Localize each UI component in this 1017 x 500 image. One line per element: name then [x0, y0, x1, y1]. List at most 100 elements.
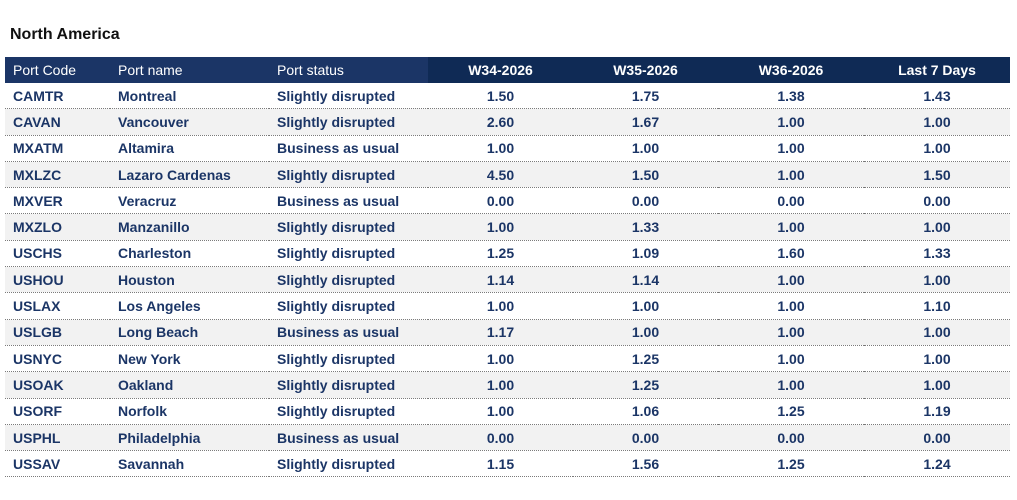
port-status-cell: Slightly disrupted [269, 161, 428, 189]
port-status-cell: Business as usual [269, 187, 428, 215]
w34-value-cell: 2.60 [428, 108, 573, 136]
port-name-cell: Charleston [110, 240, 269, 268]
w35-value-cell: 1.33 [573, 213, 718, 241]
column-header-last-7-days[interactable]: Last 7 Days [864, 57, 1010, 83]
w35-value-cell: 1.25 [573, 371, 718, 399]
w35-value-cell: 1.56 [573, 450, 718, 478]
table-row: USOAK Oakland Slightly disrupted 1.00 1.25 1.… [5, 371, 1010, 399]
w36-value-cell: 1.00 [718, 213, 864, 241]
port-name-cell: Los Angeles [110, 292, 269, 320]
port-name-cell: Lazaro Cardenas [110, 161, 269, 189]
last-7-days-value-cell: 1.24 [864, 450, 1010, 478]
column-header-w36[interactable]: W36-2026 [718, 57, 864, 83]
w35-value-cell: 1.50 [573, 161, 718, 189]
w36-value-cell: 1.00 [718, 108, 864, 136]
port-name-cell: New York [110, 345, 269, 373]
w35-value-cell: 1.00 [573, 135, 718, 162]
w35-value-cell: 0.00 [573, 424, 718, 452]
port-code-cell: USLGB [5, 319, 110, 346]
w35-value-cell: 1.75 [573, 83, 718, 110]
table-row: CAMTR Montreal Slightly disrupted 1.50 1.75 1… [5, 83, 1010, 110]
table-row: MXATM Altamira Business as usual 1.00 1.00 1.… [5, 135, 1010, 162]
w34-value-cell: 1.00 [428, 292, 573, 320]
port-status-cell: Slightly disrupted [269, 345, 428, 373]
last-7-days-value-cell: 1.00 [864, 135, 1010, 162]
port-status-cell: Slightly disrupted [269, 108, 428, 136]
w35-value-cell: 1.06 [573, 398, 718, 425]
w34-value-cell: 1.17 [428, 319, 573, 346]
w36-value-cell: 0.00 [718, 187, 864, 215]
w36-value-cell: 1.00 [718, 319, 864, 346]
column-header-w34[interactable]: W34-2026 [428, 57, 573, 83]
last-7-days-value-cell: 1.33 [864, 240, 1010, 268]
port-status-cell: Slightly disrupted [269, 292, 428, 320]
table-header: Port Code Port name Port status W34-2026… [5, 57, 1010, 83]
table-row: MXLZC Lazaro Cardenas Slightly disrupted 4.… [5, 161, 1010, 189]
table-row: MXVER Veracruz Business as usual 0.00 0.00 0.… [5, 187, 1010, 215]
last-7-days-value-cell: 0.00 [864, 424, 1010, 452]
last-7-days-value-cell: 1.00 [864, 108, 1010, 136]
table-row: USLAX Los Angeles Slightly disrupted 1.00 1.… [5, 292, 1010, 320]
w36-value-cell: 1.00 [718, 161, 864, 189]
port-code-cell: CAVAN [5, 108, 110, 136]
port-code-cell: MXATM [5, 135, 110, 162]
port-code-cell: USLAX [5, 292, 110, 320]
table-row: MXZLO Manzanillo Slightly disrupted 1.00 1.3… [5, 213, 1010, 241]
last-7-days-value-cell: 1.00 [864, 345, 1010, 373]
last-7-days-value-cell: 1.43 [864, 83, 1010, 110]
port-name-cell: Manzanillo [110, 213, 269, 241]
column-header-port-code[interactable]: Port Code [5, 57, 110, 83]
port-code-cell: MXZLO [5, 213, 110, 241]
port-code-cell: USCHS [5, 240, 110, 268]
w35-value-cell: 1.00 [573, 292, 718, 320]
port-status-cell: Slightly disrupted [269, 240, 428, 268]
last-7-days-value-cell: 1.00 [864, 319, 1010, 346]
column-header-port-status[interactable]: Port status [269, 57, 428, 83]
w36-value-cell: 1.25 [718, 450, 864, 478]
port-name-cell: Veracruz [110, 187, 269, 215]
port-name-cell: Philadelphia [110, 424, 269, 452]
port-name-cell: Altamira [110, 135, 269, 162]
port-status-table: Port Code Port name Port status W34-2026… [5, 57, 1010, 478]
w35-value-cell: 1.00 [573, 319, 718, 346]
last-7-days-value-cell: 1.10 [864, 292, 1010, 320]
port-name-cell: Long Beach [110, 319, 269, 346]
w34-value-cell: 0.00 [428, 424, 573, 452]
last-7-days-value-cell: 1.00 [864, 371, 1010, 399]
w36-value-cell: 1.25 [718, 398, 864, 425]
port-name-cell: Savannah [110, 450, 269, 478]
port-code-cell: USNYC [5, 345, 110, 373]
w34-value-cell: 1.50 [428, 83, 573, 110]
w34-value-cell: 1.00 [428, 345, 573, 373]
w35-value-cell: 1.14 [573, 266, 718, 294]
last-7-days-value-cell: 0.00 [864, 187, 1010, 215]
port-code-cell: USHOU [5, 266, 110, 294]
port-status-cell: Business as usual [269, 135, 428, 162]
table-row: USCHS Charleston Slightly disrupted 1.25 1.0… [5, 240, 1010, 268]
w34-value-cell: 1.25 [428, 240, 573, 268]
w36-value-cell: 1.60 [718, 240, 864, 268]
last-7-days-value-cell: 1.00 [864, 266, 1010, 294]
port-status-cell: Slightly disrupted [269, 266, 428, 294]
w36-value-cell: 1.00 [718, 292, 864, 320]
port-status-cell: Slightly disrupted [269, 398, 428, 425]
port-code-cell: CAMTR [5, 83, 110, 110]
port-name-cell: Vancouver [110, 108, 269, 136]
column-header-w35[interactable]: W35-2026 [573, 57, 718, 83]
last-7-days-value-cell: 1.19 [864, 398, 1010, 425]
w36-value-cell: 1.00 [718, 266, 864, 294]
w34-value-cell: 1.00 [428, 135, 573, 162]
w34-value-cell: 4.50 [428, 161, 573, 189]
table-row: USORF Norfolk Slightly disrupted 1.00 1.06 1.… [5, 398, 1010, 425]
w35-value-cell: 1.09 [573, 240, 718, 268]
w34-value-cell: 1.14 [428, 266, 573, 294]
w34-value-cell: 1.00 [428, 371, 573, 399]
port-status-cell: Slightly disrupted [269, 213, 428, 241]
port-code-cell: USOAK [5, 371, 110, 399]
w35-value-cell: 1.67 [573, 108, 718, 136]
column-header-port-name[interactable]: Port name [110, 57, 269, 83]
port-code-cell: MXLZC [5, 161, 110, 189]
w36-value-cell: 1.38 [718, 83, 864, 110]
port-name-cell: Montreal [110, 83, 269, 110]
table-row: USNYC New York Slightly disrupted 1.00 1.25 1… [5, 345, 1010, 373]
